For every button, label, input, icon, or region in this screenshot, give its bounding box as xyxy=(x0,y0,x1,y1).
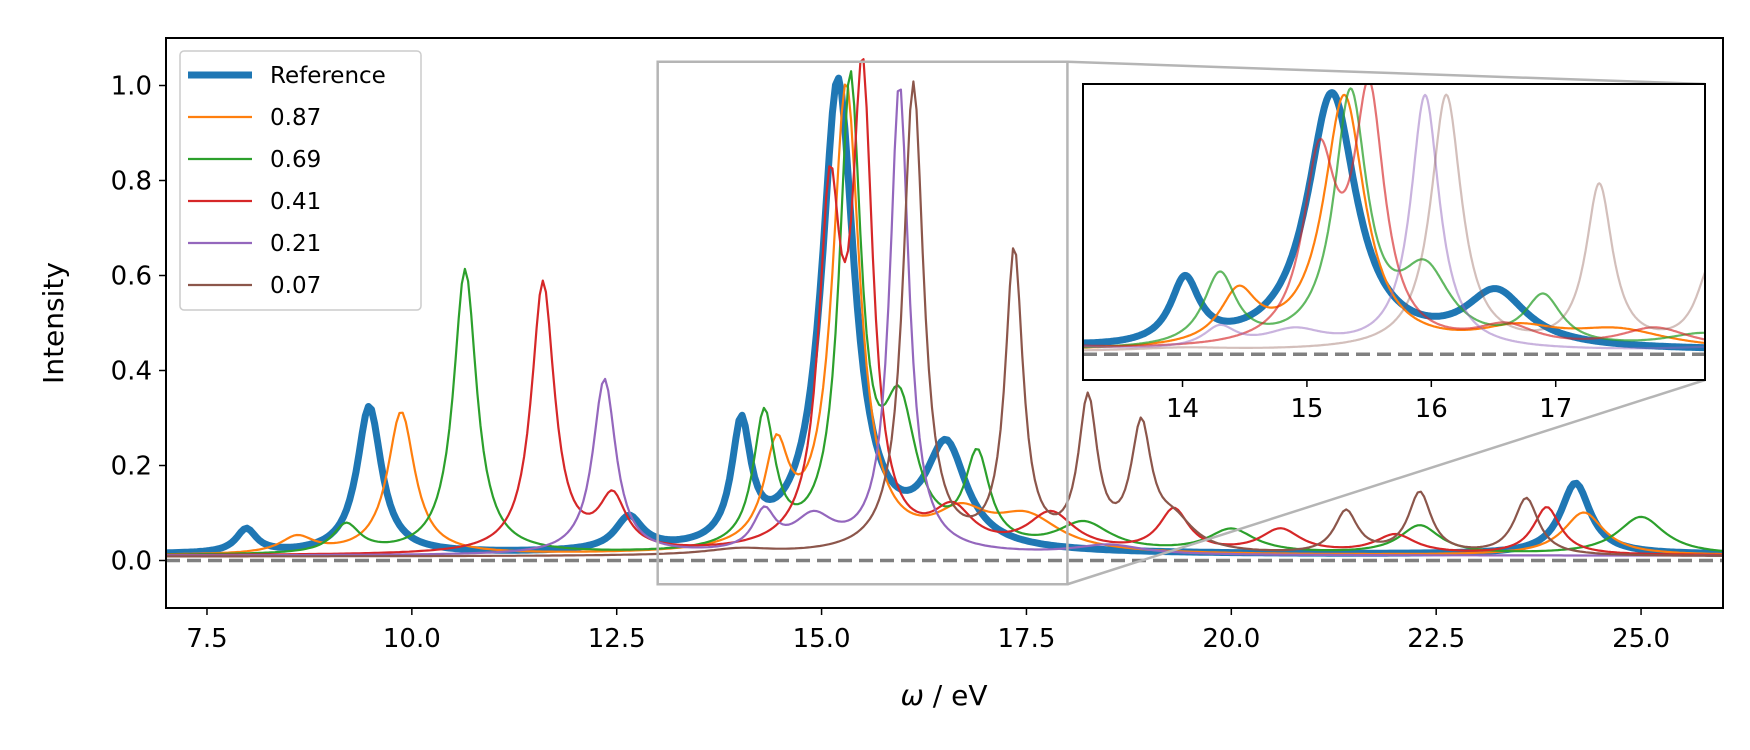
legend-box xyxy=(179,50,422,311)
x-tick-label: 17.5 xyxy=(998,624,1056,654)
inset-series-line-0-07 xyxy=(1083,93,1705,352)
legend-label-reference: Reference xyxy=(270,63,386,89)
zoom-indicator xyxy=(656,60,1706,586)
x-tick-label: 22.5 xyxy=(1407,624,1465,654)
main-plot-area xyxy=(166,58,1723,563)
inset-x-tick-label: 14 xyxy=(1166,394,1199,424)
x-axis-symbol: ω xyxy=(900,679,923,712)
x-tick-label: 25.0 xyxy=(1612,624,1670,654)
legend-label-0-07: 0.07 xyxy=(270,273,321,299)
inset-series-group xyxy=(1083,84,1705,357)
series-line-0-07 xyxy=(166,80,1723,558)
inset-series-line-0-87 xyxy=(1083,93,1705,349)
inset-series-line-0-41 xyxy=(1083,84,1705,348)
inset-series-line-0-21 xyxy=(1083,93,1705,350)
x-tick-label: 20.0 xyxy=(1202,624,1260,654)
inset-x-tick-label: 16 xyxy=(1415,394,1448,424)
x-tick-label: 10.0 xyxy=(383,624,441,654)
main-axes-frame xyxy=(165,37,1724,609)
axes: 7.5 10.0 12.5 15.0 17.5 20.0 22.5 25.0 0.0 0.2 0.4… xyxy=(111,37,1724,654)
zoom-connector-bottom xyxy=(1067,378,1706,586)
inset-frame xyxy=(1082,83,1706,381)
series-line-0-87 xyxy=(166,83,1723,556)
y-tick-label: 0.0 xyxy=(111,547,152,577)
series-line-0-41 xyxy=(166,58,1723,556)
x-axis-label: ω / eV xyxy=(900,679,987,712)
inset-x-tick-label: 15 xyxy=(1290,394,1323,424)
x-tick-label: 15.0 xyxy=(793,624,851,654)
inset-background xyxy=(1083,84,1705,380)
legend-label-0-69: 0.69 xyxy=(270,147,321,173)
inset-x-tick-label: 17 xyxy=(1539,394,1572,424)
legend-label-0-21: 0.21 xyxy=(270,231,321,257)
legend-label-0-41: 0.41 xyxy=(270,189,321,215)
y-tick-label: 0.6 xyxy=(111,262,152,292)
legend-label-0-87: 0.87 xyxy=(270,105,321,131)
series-line-0-21 xyxy=(166,88,1723,557)
y-axis-label: Intensity xyxy=(37,262,70,384)
y-tick-label: 0.8 xyxy=(111,167,152,197)
zoom-region-box xyxy=(656,60,1069,586)
inset-plot-area: 14 15 16 17 xyxy=(1082,83,1706,424)
x-tick-label: 7.5 xyxy=(186,624,227,654)
y-tick-label: 0.2 xyxy=(111,452,152,482)
x-tick-label: 12.5 xyxy=(588,624,646,654)
x-axis-unit: / eV xyxy=(924,679,988,712)
y-tick-label: 1.0 xyxy=(111,72,152,102)
y-tick-label: 0.4 xyxy=(111,357,152,387)
zoom-connector-top xyxy=(1067,60,1706,86)
legend: Reference 0.87 0.69 0.41 0.21 0.07 xyxy=(179,50,422,311)
